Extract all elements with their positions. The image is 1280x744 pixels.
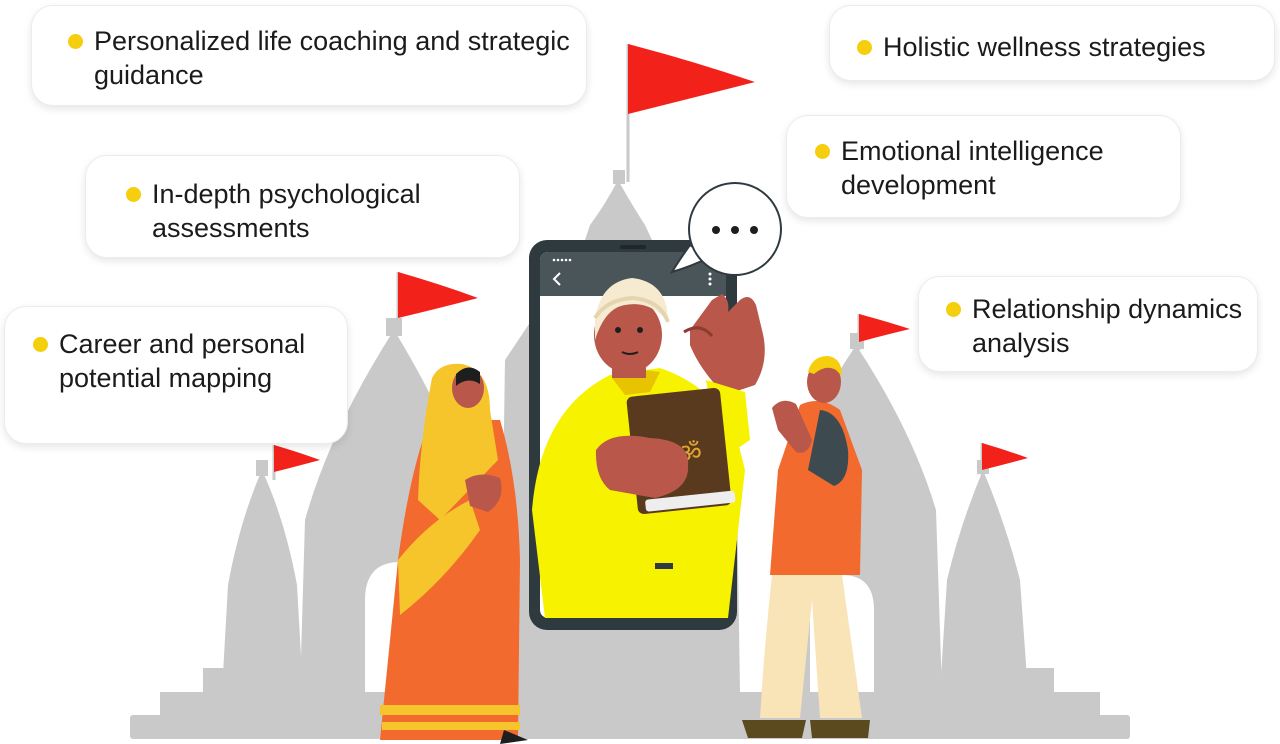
feature-card-label: Holistic wellness strategies <box>883 32 1206 62</box>
feature-card-label: Relationship dynamics analysis <box>972 294 1243 358</box>
speech-bubble-icon <box>669 182 782 276</box>
flag-left <box>396 272 478 330</box>
flag-center <box>626 44 755 182</box>
feature-card-life-coaching: Personalized life coaching and strategic… <box>31 5 587 106</box>
bullet-dot <box>126 187 141 202</box>
more-options-icon <box>708 272 712 286</box>
flag-far-right <box>980 443 1028 475</box>
back-arrow-icon <box>552 272 561 286</box>
woman-figure <box>380 363 528 744</box>
feature-card-career-mapping: Career and personal potential mapping <box>4 306 348 444</box>
feature-card-relationship-dynamics: Relationship dynamics analysis <box>918 276 1258 372</box>
guru-figure: ॐ <box>532 278 765 618</box>
feature-card-psychological-assessments: In-depth psychological assessments <box>85 155 520 258</box>
bullet-dot <box>946 302 961 317</box>
flag-right <box>857 314 910 350</box>
bullet-dot <box>815 144 830 159</box>
bullet-dot <box>33 337 48 352</box>
bullet-dot <box>857 40 872 55</box>
feature-card-wellness: Holistic wellness strategies <box>829 5 1275 81</box>
status-dots <box>552 258 572 262</box>
feature-card-label: Emotional intelligence development <box>841 136 1104 200</box>
flag-far-left <box>272 445 320 480</box>
feature-card-emotional-intelligence: Emotional intelligence development <box>786 115 1181 218</box>
devotee-figure <box>742 356 870 738</box>
feature-card-label: Personalized life coaching and strategic… <box>94 26 570 90</box>
flags <box>272 44 1028 480</box>
feature-card-label: Career and personal potential mapping <box>59 329 306 393</box>
feature-card-label: In-depth psychological assessments <box>152 179 421 243</box>
bullet-dot <box>68 34 83 49</box>
